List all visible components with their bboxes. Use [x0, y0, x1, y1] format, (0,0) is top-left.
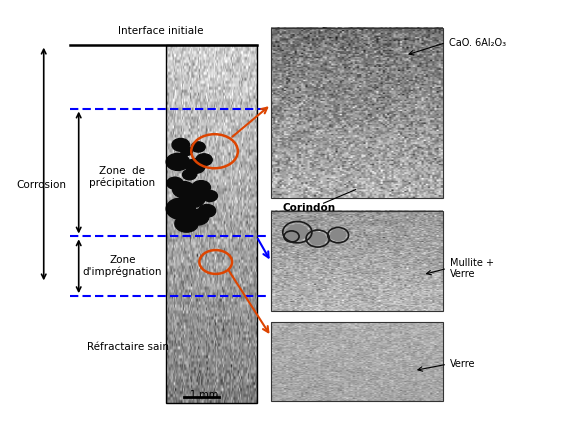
Circle shape	[173, 181, 195, 198]
Text: Interface initiale: Interface initiale	[118, 26, 203, 36]
Text: Corrosion: Corrosion	[16, 180, 66, 190]
Circle shape	[192, 181, 210, 194]
Circle shape	[167, 177, 183, 189]
Circle shape	[180, 189, 205, 207]
Circle shape	[310, 233, 326, 245]
Circle shape	[191, 142, 205, 152]
Text: CaO. 6Al₂O₃: CaO. 6Al₂O₃	[449, 37, 506, 48]
Circle shape	[331, 230, 346, 241]
Circle shape	[166, 198, 195, 219]
Text: Réfractaire sain: Réfractaire sain	[87, 342, 169, 352]
Text: Zone  de
précipitation: Zone de précipitation	[89, 166, 156, 188]
Circle shape	[202, 190, 217, 201]
Circle shape	[196, 154, 212, 166]
Circle shape	[286, 233, 297, 240]
Text: Verre: Verre	[450, 359, 476, 369]
Bar	[166, 45, 257, 403]
Text: 1 mm: 1 mm	[190, 390, 218, 400]
Text: Corindon: Corindon	[282, 203, 336, 213]
Circle shape	[182, 170, 196, 180]
Bar	[271, 322, 443, 401]
Text: Mullite +
Verre: Mullite + Verre	[450, 258, 494, 279]
Bar	[271, 28, 443, 198]
Text: Zone
d'imprégnation: Zone d'imprégnation	[83, 255, 162, 277]
Circle shape	[181, 147, 192, 155]
Circle shape	[198, 204, 216, 217]
Circle shape	[166, 153, 189, 170]
Circle shape	[185, 159, 205, 173]
Circle shape	[188, 210, 209, 225]
Circle shape	[287, 225, 308, 239]
Bar	[271, 211, 443, 311]
Circle shape	[175, 215, 198, 232]
Circle shape	[172, 138, 189, 151]
